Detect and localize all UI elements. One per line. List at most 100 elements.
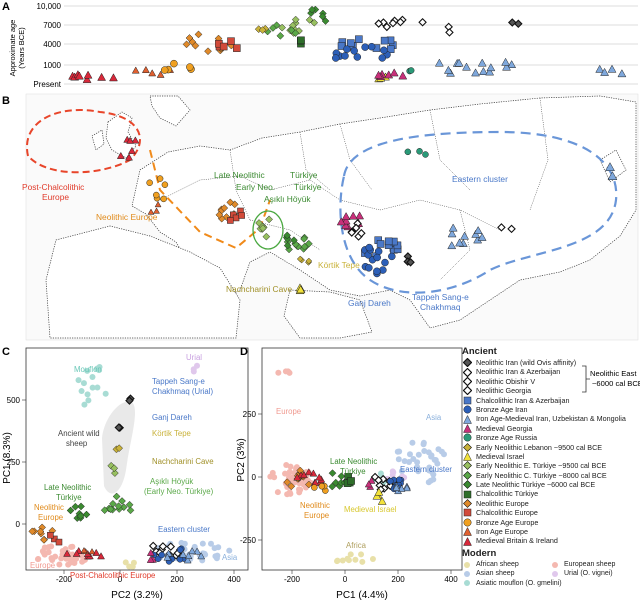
pca-c-point [41, 544, 48, 551]
timeline-marker [258, 26, 267, 34]
map-marker [376, 240, 385, 248]
timeline-markers [68, 5, 627, 83]
map-marker [131, 136, 140, 144]
pca-c-tick-lines [22, 399, 235, 574]
pca-d-label-asia: Asia [426, 413, 442, 422]
pca-d-point [315, 473, 324, 481]
pca-c-point [78, 388, 85, 395]
map-marker [404, 148, 412, 156]
legend-item: Neolithic Obishir V [462, 377, 638, 386]
pca-c-point [28, 527, 37, 536]
map-marker [300, 242, 309, 251]
map-label-turkiye-2: Türkiye [294, 182, 322, 192]
tick-10000: 10,000 [37, 2, 62, 11]
timeline-marker [353, 53, 362, 61]
legend-marker-icon [462, 480, 472, 490]
map-label-tappeh-2: Chakhmaq [420, 302, 461, 312]
map-marker [365, 264, 373, 272]
legend-item: Neolithic Europe [462, 499, 638, 508]
pca-c-label-mouflon: Mouflon [74, 365, 102, 374]
pca-d-label-neo-eu-2: Europe [304, 511, 329, 520]
legend-item-label: Bronze Age Russia [476, 433, 538, 443]
pca-c-point [190, 368, 197, 375]
pca-c-point [75, 377, 82, 384]
pca-c-xtick: -200 [56, 575, 73, 584]
timeline-ticks: 10,000 7000 4000 1000 Present [33, 2, 61, 89]
pca-c-ylabel: PC1 (8.3%) [2, 432, 13, 484]
landmass-outlines [45, 95, 637, 339]
pca-c-label-eastern: Eastern cluster [158, 525, 210, 534]
pca-d-point [420, 439, 427, 446]
pca-c-xtick: 0 [118, 575, 123, 584]
timeline-marker [341, 52, 349, 60]
pca-c-point [80, 380, 87, 387]
pca-d-xlabel: PC1 (4.4%) [336, 590, 388, 601]
legend-modern-list: African sheep European sheep Asian sheep Ur… [462, 560, 638, 588]
pca-c-label-europe: Europe [30, 561, 55, 570]
map-marker [146, 179, 153, 187]
pca-c-point [47, 531, 54, 539]
timeline-marker [607, 64, 617, 73]
pca-c-point [81, 401, 88, 408]
pca-c-point [45, 549, 52, 556]
pca-c-point [111, 469, 119, 477]
pca-d-point [331, 478, 340, 487]
map-marker [128, 146, 136, 154]
map-marker [283, 231, 292, 240]
panel-c-label: C [2, 346, 10, 358]
timeline-marker [374, 70, 383, 79]
pca-d-ytick: 0 [252, 473, 257, 482]
map-label-kortik: Körtik Tepe [318, 260, 360, 270]
pca-c-frame [25, 347, 249, 571]
map-marker [406, 258, 415, 267]
pca-c-label-ancient-2: sheep [66, 439, 88, 448]
pca-c-point [184, 551, 193, 559]
pca-c-point [52, 553, 59, 560]
pca-d-point [406, 451, 413, 458]
legend-item: Bronze Age Iran [462, 405, 638, 414]
map-marker [384, 237, 393, 246]
timeline-marker [398, 71, 408, 80]
map-marker [497, 223, 506, 232]
legend-marker-icon [462, 423, 472, 433]
pca-c-point [66, 506, 75, 515]
pca-d-label-neo-eu-1: Neolithic [300, 501, 330, 510]
pca-c-point [63, 549, 71, 557]
legend-marker-icon [462, 461, 472, 471]
map-marker [161, 181, 169, 188]
pca-d-xtick: 0 [343, 575, 348, 584]
pca-d-point [415, 451, 422, 458]
pca-d-point [359, 558, 366, 565]
pca-d-point [395, 476, 403, 484]
legend-item: Iron Age-Medieval Iran, Uzbekistan & Mon… [462, 414, 638, 423]
map-marker [365, 243, 374, 252]
map-marker [265, 215, 273, 224]
pca-d-point [345, 557, 352, 564]
pca-c-point [118, 497, 126, 505]
pca-c-yticks: 500 250 0 [7, 396, 21, 529]
pca-c-label-neo-eu-1: Neolithic [34, 503, 64, 512]
timeline-marker [182, 40, 191, 49]
pca-c-point [56, 561, 63, 568]
pca-c-point [197, 552, 206, 560]
pca-d-yticks: 250 0 -250 [240, 410, 257, 545]
timeline-marker [185, 34, 194, 42]
map-marker [381, 258, 389, 267]
pca-d-tick-lines [258, 413, 452, 574]
post-chalcolithic-outline [25, 108, 141, 174]
pca-c-label-tappeh-1: Tappeh Sang-e [152, 377, 205, 386]
map-marker [156, 175, 164, 182]
map-marker [460, 231, 469, 240]
timeline-marker [502, 62, 511, 71]
legend-item-label: Neolithic Georgia [476, 386, 532, 396]
pca-c-point [82, 510, 91, 519]
pca-c-point [80, 546, 88, 554]
legend-item: Late Neolithic Türkiye ~6000 cal BCE [462, 480, 638, 490]
legend-item-label: Bronze Age Iran [476, 404, 528, 414]
pca-d-point [435, 446, 442, 453]
pca-c-point [199, 540, 206, 547]
pca-c-point [166, 542, 176, 551]
timeline-marker [160, 66, 169, 74]
legend-marker-icon [462, 527, 472, 536]
pca-c-point [72, 549, 81, 557]
